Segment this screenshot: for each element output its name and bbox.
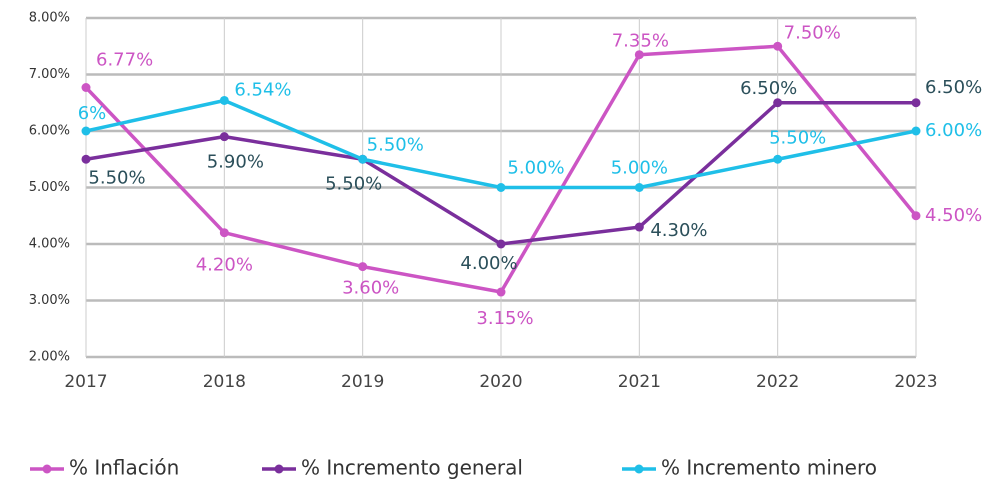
data-point — [773, 154, 783, 164]
value-label: 4.50% — [925, 205, 982, 226]
legend-label: % Inflación — [69, 456, 179, 480]
legend-marker — [42, 464, 52, 474]
value-label: 5.00% — [611, 158, 668, 179]
y-tick-label: 8.00% — [29, 11, 70, 26]
value-label: 6.00% — [925, 120, 982, 141]
value-label: 5.50% — [367, 134, 424, 155]
x-tick-label: 2018 — [203, 372, 246, 392]
data-point — [911, 126, 921, 136]
value-label: 5.50% — [769, 127, 826, 148]
data-point — [81, 154, 91, 164]
data-point — [496, 287, 506, 297]
value-label: 5.50% — [88, 167, 145, 188]
x-tick-label: 2017 — [64, 372, 107, 392]
data-point — [496, 183, 506, 192]
data-point — [358, 154, 368, 164]
value-label: 4.30% — [650, 220, 707, 241]
legend-label: % Incremento minero — [661, 456, 877, 480]
value-label: 4.20% — [196, 255, 253, 276]
value-label: 3.60% — [342, 278, 399, 299]
data-point — [81, 82, 91, 92]
legend-label: % Incremento general — [301, 456, 523, 480]
value-label: 6.50% — [925, 77, 982, 98]
y-tick-label: 6.00% — [29, 124, 70, 139]
data-point — [634, 222, 644, 232]
data-point — [773, 41, 783, 51]
value-label: 5.90% — [207, 152, 264, 173]
data-point — [911, 98, 921, 108]
data-point — [358, 262, 368, 272]
data-point — [219, 228, 229, 238]
x-tick-label: 2023 — [894, 372, 937, 392]
data-point — [219, 132, 229, 142]
data-point — [81, 126, 91, 136]
value-label: 7.35% — [612, 31, 669, 52]
data-point — [496, 239, 506, 249]
y-tick-label: 2.00% — [29, 350, 70, 365]
legend-marker — [274, 464, 284, 474]
y-tick-label: 7.00% — [29, 67, 70, 82]
y-tick-label: 3.00% — [29, 293, 70, 308]
y-tick-label: 4.00% — [29, 237, 70, 252]
value-label: 4.00% — [460, 253, 517, 274]
value-label: 7.50% — [784, 22, 841, 43]
data-point — [634, 183, 644, 192]
data-point — [634, 50, 644, 60]
x-tick-label: 2021 — [618, 372, 661, 392]
y-tick-label: 5.00% — [29, 180, 70, 195]
x-tick-label: 2020 — [479, 372, 522, 392]
value-label: 6.50% — [740, 78, 797, 99]
data-point — [911, 211, 921, 221]
value-label: 5.50% — [325, 173, 382, 194]
value-label: 6.77% — [96, 49, 153, 70]
value-label: 5.00% — [507, 158, 564, 179]
x-tick-label: 2019 — [341, 372, 384, 392]
data-point — [773, 98, 783, 108]
data-point — [219, 95, 229, 105]
value-label: 3.15% — [476, 308, 533, 329]
legend-marker — [634, 464, 644, 474]
x-tick-label: 2022 — [756, 372, 799, 392]
value-label: 6% — [78, 103, 107, 124]
value-label: 6.54% — [234, 79, 291, 100]
